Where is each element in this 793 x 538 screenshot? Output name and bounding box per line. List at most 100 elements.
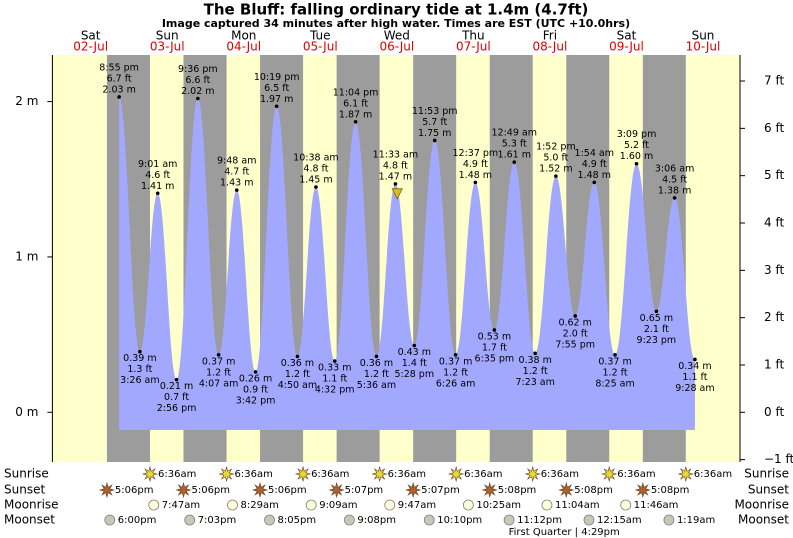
extreme-label: 2.0 ft [563, 328, 588, 339]
extreme-label: 1.87 m [339, 109, 372, 120]
extreme-point [314, 185, 318, 189]
extreme-label: 5.3 ft [502, 139, 527, 150]
extreme-label: 4.5 ft [662, 174, 687, 185]
extreme-point [117, 95, 121, 99]
extreme-label: 4.8 ft [383, 160, 408, 171]
moonrise-icon [541, 499, 553, 511]
extreme-label: 5.2 ft [624, 140, 649, 151]
event-time: 6:36am [541, 469, 579, 480]
day-name: Sun [692, 29, 715, 43]
extreme-label: 8:25 am [595, 378, 634, 389]
extreme-label: 10:38 am [293, 153, 338, 164]
extreme-label: 1.2 ft [603, 367, 628, 378]
moonrise-icon [305, 499, 317, 511]
day-date: 07-Jul [456, 40, 491, 54]
event-time: 6:36am [311, 469, 349, 480]
extreme-label: 1.61 m [498, 150, 531, 161]
extreme-point [353, 119, 358, 124]
extreme-label: 1.43 m [220, 178, 253, 189]
sunset-icon [251, 481, 269, 499]
day-date: 05-Jul [303, 40, 338, 54]
extreme-label: 6:35 pm [475, 353, 515, 364]
event-time: 12:15am [597, 515, 642, 526]
extreme-point [295, 354, 300, 359]
extreme-point [412, 343, 417, 348]
extreme-label: 2.1 ft [644, 324, 669, 335]
event-time: 6:36am [694, 469, 732, 480]
extreme-label: 6.5 ft [264, 83, 289, 94]
extreme-label: 0.21 m [160, 381, 193, 392]
y2-tick-label: 2 ft [764, 310, 784, 324]
extreme-label: 11:04 pm [333, 87, 379, 98]
extreme-label: 1.45 m [299, 175, 332, 186]
moonrise-icon [620, 499, 632, 511]
extreme-label: 2.03 m [102, 84, 135, 95]
event-time: 10:10pm [437, 515, 482, 526]
event-time: 9:09am [319, 500, 357, 511]
event-time: 11:12pm [517, 515, 562, 526]
extreme-label: 3:06 am [655, 163, 694, 174]
day-date: 04-Jul [226, 40, 261, 54]
extreme-label: 12:37 pm [453, 148, 499, 159]
row-label-right: Moonset [738, 513, 789, 527]
y2-tick-label: 0 ft [764, 405, 784, 419]
extreme-point [473, 180, 478, 185]
extreme-point [533, 351, 537, 356]
extreme-label: 0.43 m [398, 347, 431, 358]
moonrise-icon [227, 499, 238, 511]
day-name: Sat [81, 29, 101, 43]
extreme-label: 1.7 ft [482, 342, 507, 353]
extreme-label: 10:19 pm [254, 72, 300, 83]
extreme-label: 4:32 pm [315, 385, 355, 396]
sun-icon [218, 465, 235, 483]
extreme-label: 7:55 pm [555, 339, 595, 350]
row-label: Moonset [4, 513, 55, 527]
extreme-label: 5:36 am [357, 380, 396, 391]
extreme-label: 0.65 m [640, 313, 673, 324]
extreme-label: 1.1 ft [322, 374, 347, 385]
extreme-label: 4.9 ft [463, 159, 488, 170]
extreme-label: 4.9 ft [582, 159, 607, 170]
extreme-label: 1.2 ft [206, 367, 231, 378]
y2-tick-label: 5 ft [764, 168, 784, 182]
sunset-icon [98, 481, 116, 499]
extreme-point [274, 104, 279, 109]
day-name: Mon [231, 29, 256, 43]
extreme-label: 4.6 ft [145, 170, 170, 181]
moonset-icon [104, 514, 116, 526]
extreme-label: 0.37 m [439, 356, 472, 367]
sunset-icon [558, 481, 575, 499]
moonrise-icon [384, 499, 396, 511]
event-time: 10:25am [476, 500, 521, 511]
moonset-icon [583, 514, 595, 526]
day-name: Thu [461, 29, 485, 43]
extreme-point [654, 309, 659, 314]
extreme-label: 1.2 ft [364, 369, 389, 380]
extreme-point [138, 349, 142, 354]
y2-tick-label: −1 ft [764, 452, 793, 466]
extreme-point [693, 357, 697, 362]
row-label: Sunrise [4, 467, 49, 481]
extreme-point [393, 182, 398, 186]
moonset-icon [663, 514, 675, 526]
event-time: 6:36am [235, 469, 273, 480]
event-time: 6:36am [464, 469, 502, 480]
extreme-label: 0.38 m [518, 355, 551, 366]
extreme-label: 1.1 ft [682, 372, 707, 383]
event-time: 6:36am [617, 469, 655, 480]
extreme-label: 1.52 m [539, 164, 572, 175]
extreme-label: 3:26 am [120, 375, 159, 386]
sun-icon [371, 465, 388, 483]
extreme-point [196, 96, 200, 101]
day-date: 06-Jul [379, 40, 414, 54]
y-tick-label: 0 m [15, 405, 38, 419]
event-time: 8:05pm [278, 515, 317, 526]
extreme-label: 1.2 ft [443, 367, 468, 378]
row-label-right: Moonrise [734, 498, 789, 512]
tide-area [119, 96, 695, 430]
extreme-label: 1.47 m [379, 171, 412, 182]
moonset-icon [184, 514, 196, 526]
extreme-label: 5:28 pm [394, 369, 434, 380]
moonset-icon [344, 514, 355, 526]
